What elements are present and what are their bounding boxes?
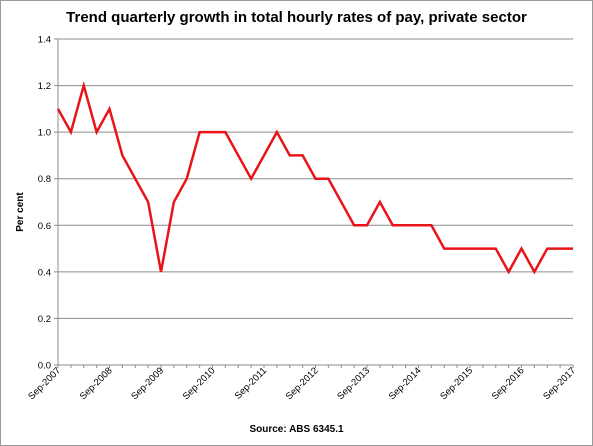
y-tick-label: 0.4 xyxy=(38,267,51,278)
x-tick-labels: Sep-2007 Sep-2008 Sep-2009 Sep-2010 Sep-2011… xyxy=(26,365,578,402)
y-tick-label: 0.8 xyxy=(38,174,51,185)
chart-title: Trend quarterly growth in total hourly r… xyxy=(66,9,527,26)
x-tick-label: Sep-2016 xyxy=(490,365,527,402)
y-tick-labels: 0.0 0.2 0.4 0.6 0.8 1.0 1.2 1.4 xyxy=(38,35,51,372)
x-tick-label: Sep-2009 xyxy=(129,365,166,402)
y-axis-label: Per cent xyxy=(15,192,26,232)
x-tick-label: Sep-2011 xyxy=(233,365,269,401)
y-tick-label: 1.4 xyxy=(38,35,51,46)
y-tick-label: 0.6 xyxy=(38,221,51,232)
y-tick-label: 0.0 xyxy=(38,361,51,372)
x-tick-label: Sep-2012 xyxy=(284,365,321,402)
x-tick-label: Sep-2014 xyxy=(387,365,424,402)
series xyxy=(56,80,573,275)
y-tick-label: 1.2 xyxy=(38,81,51,92)
y-tick-label: 1.0 xyxy=(38,128,51,139)
source-note: Source: ABS 6345.1 xyxy=(249,424,344,435)
x-tick-label: Sep-2010 xyxy=(181,365,218,402)
axes xyxy=(54,38,574,368)
x-tick-label: Sep-2013 xyxy=(335,365,372,402)
y-tick-label: 0.2 xyxy=(38,314,51,325)
x-tick-label: Sep-2017 xyxy=(541,365,578,402)
series-line xyxy=(56,80,573,275)
x-tick-label: Sep-2015 xyxy=(438,365,475,402)
x-tick-label: Sep-2008 xyxy=(78,365,115,402)
gridlines xyxy=(58,38,573,319)
